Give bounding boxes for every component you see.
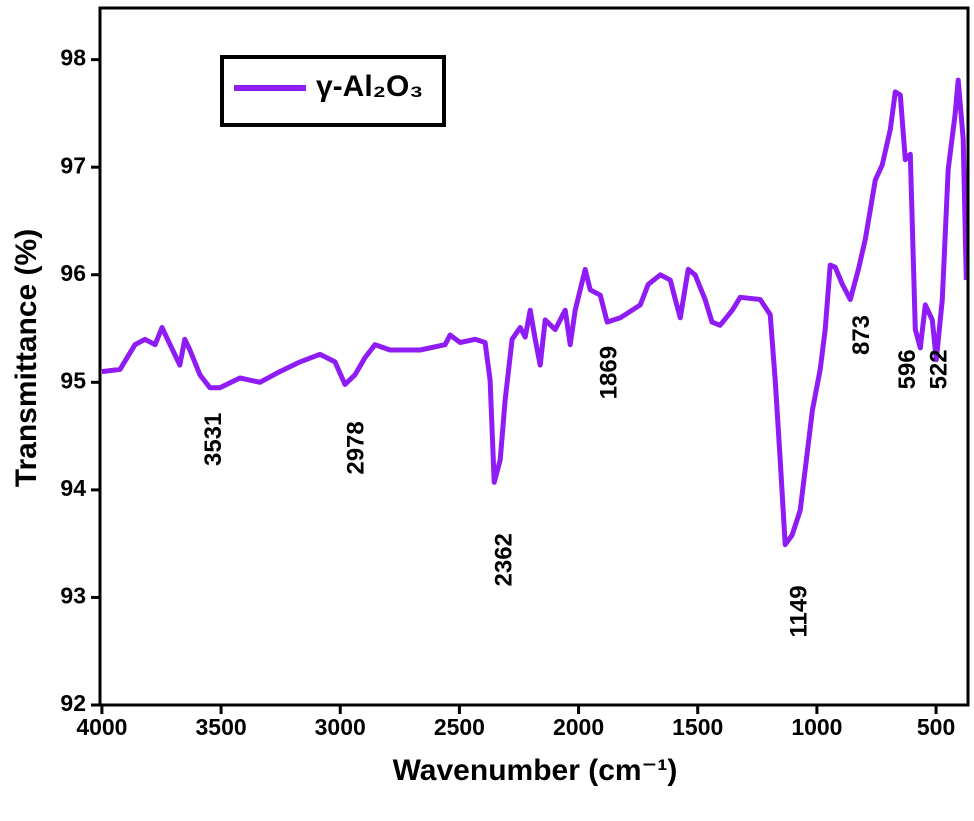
y-tick-label: 93 bbox=[60, 583, 86, 609]
peak-label: 2362 bbox=[491, 533, 518, 586]
y-tick-label: 94 bbox=[60, 475, 86, 501]
y-axis-label: Transmittance (%) bbox=[10, 229, 43, 487]
y-tick-label: 92 bbox=[60, 690, 86, 716]
data-line bbox=[101, 77, 969, 548]
peak-label: 522 bbox=[926, 349, 953, 389]
x-tick-label: 1500 bbox=[672, 714, 723, 740]
peak-label: 1149 bbox=[786, 585, 813, 637]
peak-label: 873 bbox=[848, 315, 875, 355]
y-tick-label: 97 bbox=[60, 152, 86, 178]
plot-frame bbox=[98, 6, 970, 707]
x-tick-label: 500 bbox=[917, 714, 955, 740]
x-axis-label: Wavenumber (cm⁻¹) bbox=[393, 754, 678, 787]
x-tick-label: 2500 bbox=[434, 714, 485, 740]
y-tick-label: 98 bbox=[60, 45, 86, 71]
y-tick-label: 96 bbox=[60, 260, 86, 286]
x-tick-label: 2000 bbox=[553, 714, 604, 740]
peak-label: 3531 bbox=[200, 413, 227, 466]
x-tick-label: 3500 bbox=[195, 714, 246, 740]
x-tick-label: 1000 bbox=[791, 714, 842, 740]
peak-label: 2978 bbox=[343, 421, 370, 474]
peak-label: 596 bbox=[894, 349, 921, 389]
legend-label: γ-Al₂O₃ bbox=[316, 70, 423, 103]
x-tick-label: 4000 bbox=[76, 714, 127, 740]
y-tick-label: 95 bbox=[60, 367, 86, 393]
peak-label: 1869 bbox=[596, 346, 623, 399]
x-tick-label: 3000 bbox=[315, 714, 366, 740]
